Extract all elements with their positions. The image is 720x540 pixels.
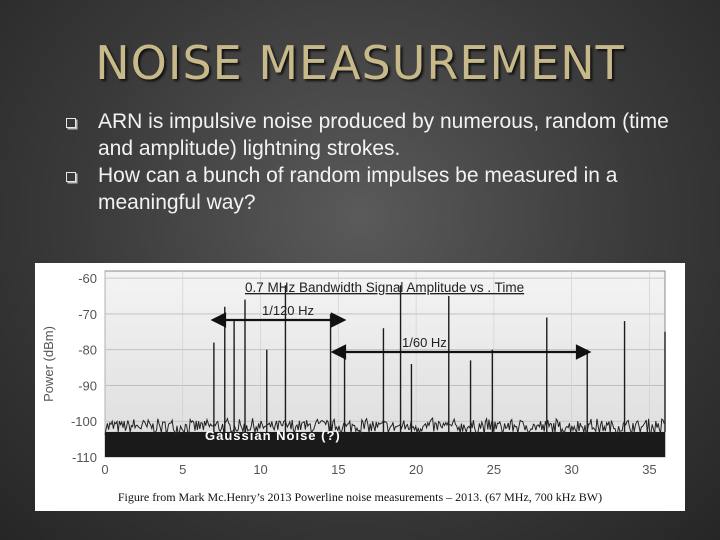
y-tick-label: -100 [71, 414, 97, 429]
x-tick-label: 0 [101, 462, 108, 477]
figure: -60 -70 -80 -90 -100 -110 0 5 10 15 20 25 30 35 Powe… [35, 263, 685, 511]
noise-floor [104, 416, 665, 457]
period1-arrow [210, 312, 347, 328]
y-tick-label: -90 [78, 378, 97, 393]
period1-label: 1/120 Hz [262, 303, 314, 318]
x-tick-label: 15 [331, 462, 345, 477]
bullet-text: ARN is impulsive noise produced by numer… [98, 110, 669, 160]
y-tick-label: -110 [72, 450, 97, 465]
noise-annotation: Gaussian Noise (?) [205, 428, 341, 443]
y-ticks: -60 -70 -80 -90 -100 -110 [71, 271, 97, 465]
figure-caption: Figure from Mark Mc.Henry’s 2013 Powerli… [117, 490, 603, 504]
checkbox-bullet-icon [66, 118, 76, 128]
slide-title: NOISE MEASUREMENT [95, 36, 625, 90]
x-tick-label: 25 [487, 462, 501, 477]
bullet-text: How can a bunch of random impulses be me… [98, 164, 618, 214]
x-ticks: 0 5 10 15 20 25 30 35 [101, 462, 656, 477]
period2-arrow [330, 344, 592, 360]
y-tick-label: -70 [78, 307, 97, 322]
x-tick-label: 5 [179, 462, 186, 477]
bullet-item: How can a bunch of random impulses be me… [62, 162, 682, 216]
x-tick-label: 20 [409, 462, 423, 477]
noise-plot: -60 -70 -80 -90 -100 -110 0 5 10 15 20 25 30 35 Powe… [41, 270, 666, 477]
checkbox-bullet-icon [66, 172, 76, 182]
period2-label: 1/60 Hz [402, 335, 447, 350]
y-tick-label: -60 [78, 271, 97, 286]
x-tick-label: 30 [564, 462, 578, 477]
y-axis-label: Power (dBm) [41, 326, 56, 402]
chart-title: 0.7 MHz Bandwidth Signal Amplitude vs . … [245, 280, 524, 295]
noise-trace [104, 416, 665, 437]
impulse-series [213, 285, 666, 432]
noise-band [105, 431, 665, 457]
x-tick-label: 10 [253, 462, 267, 477]
y-tick-label: -80 [78, 343, 97, 358]
x-tick-label: 35 [642, 462, 656, 477]
bullet-list: ARN is impulsive noise produced by numer… [62, 108, 682, 216]
bullet-item: ARN is impulsive noise produced by numer… [62, 108, 682, 162]
